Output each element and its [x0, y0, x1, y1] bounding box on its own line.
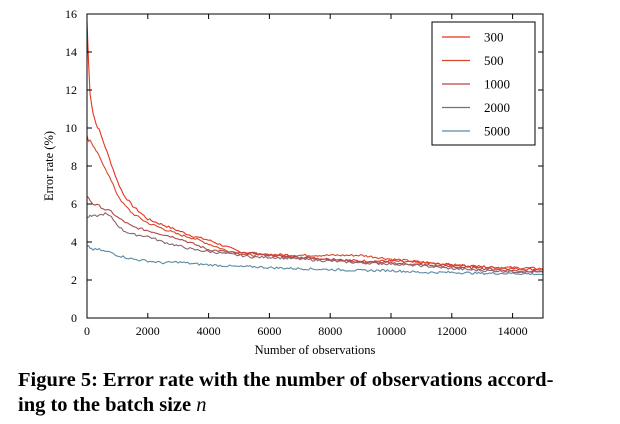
x-axis: 0 2000 4000 6000 8000 10000 12000 14000: [84, 14, 528, 338]
legend-label-2000: 2000: [484, 100, 510, 115]
caption-line-2-text: ing to the batch size: [18, 394, 197, 416]
legend-label-500: 500: [484, 53, 504, 68]
legend-label-1000: 1000: [484, 77, 510, 92]
x-tick-label: 6000: [257, 324, 281, 338]
x-axis-label: Number of observations: [255, 343, 376, 357]
y-tick-label: 16: [65, 7, 77, 21]
series-line-5000: [86, 245, 544, 276]
y-tick-label: 6: [71, 197, 77, 211]
x-tick-label: 4000: [197, 324, 221, 338]
y-axis-label: Error rate (%): [42, 131, 56, 201]
y-tick-label: 8: [71, 159, 77, 173]
x-tick-label: 14000: [498, 324, 528, 338]
chart: 0 2000 4000 6000 8000 10000 12000 14000 0 2 4 6 8 10…: [42, 7, 544, 357]
y-tick-label: 12: [65, 83, 77, 97]
caption-line-2: ing to the batch size n: [18, 393, 613, 418]
legend-label-5000: 5000: [484, 124, 510, 139]
x-tick-label: 2000: [136, 324, 160, 338]
y-tick-label: 2: [71, 273, 77, 287]
plot-lines: [86, 21, 544, 276]
y-tick-label: 14: [65, 45, 77, 59]
series-line-500: [86, 135, 544, 270]
legend-label-300: 300: [484, 30, 504, 45]
caption-line-1: Figure 5: Error rate with the number of …: [18, 369, 554, 391]
caption-math-variable: n: [196, 394, 207, 416]
x-tick-label: 10000: [376, 324, 406, 338]
y-tick-label: 0: [71, 311, 77, 325]
y-axis: 0 2 4 6 8 10 12 14 16: [65, 7, 543, 325]
figure-caption: Figure 5: Error rate with the number of …: [18, 368, 613, 418]
x-tick-label: 8000: [318, 324, 342, 338]
x-tick-label: 0: [84, 324, 90, 338]
x-tick-label: 12000: [437, 324, 467, 338]
series-line-1000: [86, 195, 544, 273]
y-tick-label: 10: [65, 121, 77, 135]
series-line-2000: [86, 212, 544, 274]
legend: 300 500 1000 2000 5000: [431, 21, 536, 146]
y-tick-label: 4: [71, 235, 77, 249]
